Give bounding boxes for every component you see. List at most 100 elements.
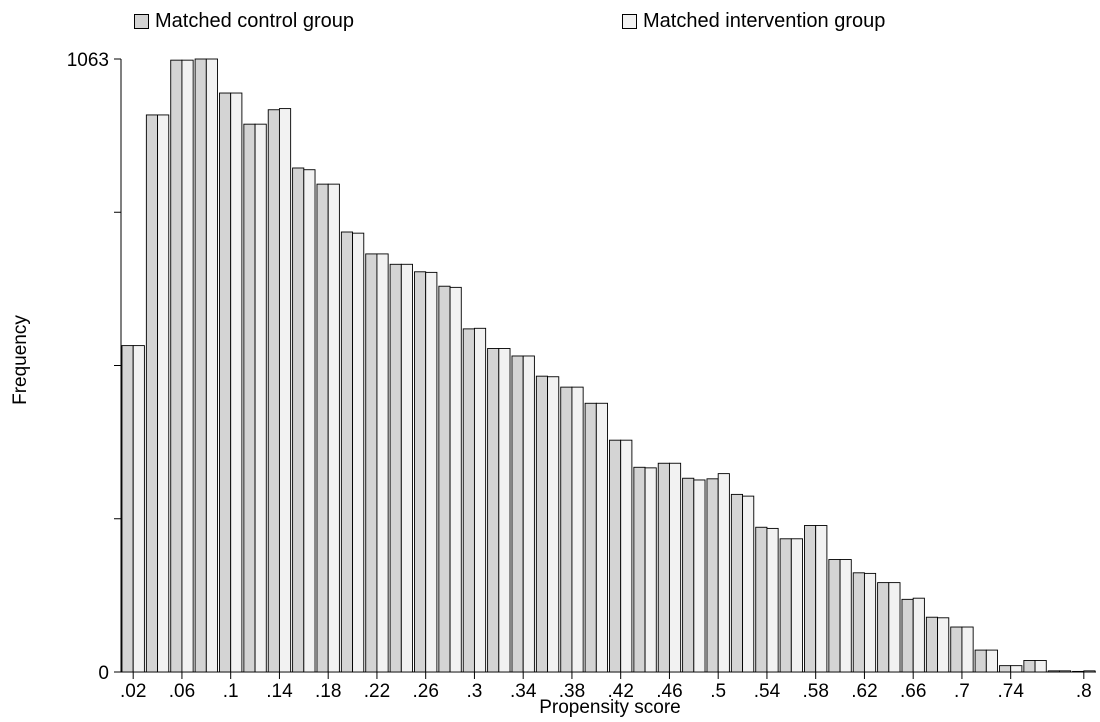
- x-tick-label: .62: [851, 681, 877, 702]
- bar-intervention: [1034, 660, 1047, 673]
- bar-intervention: [205, 58, 218, 673]
- x-axis-title: Propensity score: [539, 697, 681, 718]
- x-tick-label: .14: [266, 681, 293, 702]
- bar-control: [194, 58, 207, 673]
- bar-intervention: [230, 92, 243, 673]
- bars: [121, 58, 1096, 673]
- bar-intervention: [400, 263, 413, 673]
- y-axis-title-wrap: Frequency: [6, 300, 36, 420]
- bar-control: [487, 348, 500, 673]
- bar-intervention: [717, 473, 730, 673]
- bar-control: [950, 626, 963, 673]
- bar-control: [560, 386, 573, 673]
- bar-intervention: [132, 345, 145, 673]
- bar-control: [145, 114, 159, 673]
- y-axis-title: Frequency: [10, 315, 31, 405]
- bar-control: [389, 263, 402, 673]
- x-axis: .02 .06 .1 .14 .18 .22 .26 .3 .34 .38 .42 .46 .5 .54.…: [120, 671, 1096, 702]
- bar-intervention: [790, 538, 803, 673]
- bar-control: [219, 92, 232, 673]
- bar-intervention: [766, 527, 779, 673]
- y-tick-label: 0: [98, 663, 109, 684]
- x-tick-label: .38: [559, 681, 585, 702]
- bar-intervention: [303, 169, 316, 673]
- x-tick-label: .26: [412, 681, 438, 702]
- bar-control: [121, 345, 134, 673]
- bar-control: [1023, 660, 1036, 673]
- bar-control: [292, 167, 305, 673]
- bar-intervention: [815, 525, 828, 673]
- bar-control: [462, 328, 475, 673]
- bar-control: [316, 183, 329, 673]
- bar-intervention: [449, 286, 462, 673]
- bar-control: [999, 665, 1012, 673]
- x-tick-label: .54: [754, 681, 781, 702]
- bar-intervention: [742, 495, 755, 673]
- bar-intervention: [620, 439, 633, 673]
- bar-control: [340, 231, 354, 673]
- bar-control: [1047, 670, 1060, 673]
- bar-control: [828, 559, 841, 673]
- bar-control: [755, 526, 768, 673]
- legend-swatch-intervention: [622, 14, 637, 29]
- legend-item-control: Matched control group: [134, 10, 354, 33]
- bar-intervention: [937, 617, 950, 673]
- x-tick-label: .74: [997, 681, 1024, 702]
- bar-intervention: [327, 183, 340, 673]
- bar-control: [974, 649, 987, 673]
- legend-label-intervention: Matched intervention group: [643, 10, 886, 32]
- x-tick-label: .7: [954, 681, 970, 702]
- bar-control: [804, 525, 817, 673]
- bar-control: [852, 572, 865, 673]
- y-axis: 0 1063: [67, 50, 122, 684]
- bar-intervention: [547, 376, 560, 673]
- bar-intervention: [254, 123, 267, 673]
- bar-control: [535, 375, 549, 673]
- bar-intervention: [912, 597, 925, 673]
- bar-control: [584, 402, 597, 673]
- bar-intervention: [571, 386, 584, 673]
- bar-intervention: [473, 327, 487, 673]
- bar-control: [267, 109, 280, 673]
- bar-intervention: [498, 348, 511, 673]
- legend-swatch-control: [134, 14, 149, 29]
- bar-intervention: [522, 355, 535, 673]
- x-tick-label: .5: [710, 681, 726, 702]
- bar-intervention: [839, 559, 852, 673]
- bar-control: [609, 439, 622, 673]
- bar-control: [1072, 670, 1085, 673]
- y-tick-label: 1063: [67, 50, 109, 71]
- bar-control: [365, 253, 378, 673]
- legend-item-intervention: Matched intervention group: [622, 10, 885, 33]
- bar-intervention: [1083, 670, 1096, 673]
- bar-intervention: [278, 108, 292, 673]
- bar-intervention: [425, 271, 438, 673]
- bar-control: [730, 493, 744, 673]
- bar-control: [511, 355, 524, 673]
- x-tick-label: .18: [315, 681, 341, 702]
- bar-intervention: [961, 626, 974, 673]
- bar-intervention: [693, 479, 706, 673]
- x-tick-label: .06: [169, 681, 195, 702]
- bar-intervention: [644, 467, 657, 673]
- legend-label-control: Matched control group: [155, 10, 355, 32]
- bar-intervention: [352, 232, 365, 673]
- bar-control: [633, 466, 646, 673]
- x-tick-label: .1: [223, 681, 239, 702]
- bar-control: [901, 598, 914, 673]
- bar-intervention: [668, 462, 682, 673]
- bar-control: [170, 59, 183, 673]
- x-tick-label: .34: [510, 681, 537, 702]
- bar-intervention: [376, 253, 389, 673]
- x-tick-label: .22: [364, 681, 390, 702]
- x-tick-label: .58: [802, 681, 828, 702]
- bar-control: [706, 478, 719, 673]
- bar-intervention: [1010, 665, 1023, 673]
- bar-control: [682, 477, 695, 673]
- bar-control: [925, 616, 939, 673]
- bar-intervention: [157, 114, 170, 673]
- bar-intervention: [863, 572, 877, 673]
- bar-control: [779, 538, 792, 673]
